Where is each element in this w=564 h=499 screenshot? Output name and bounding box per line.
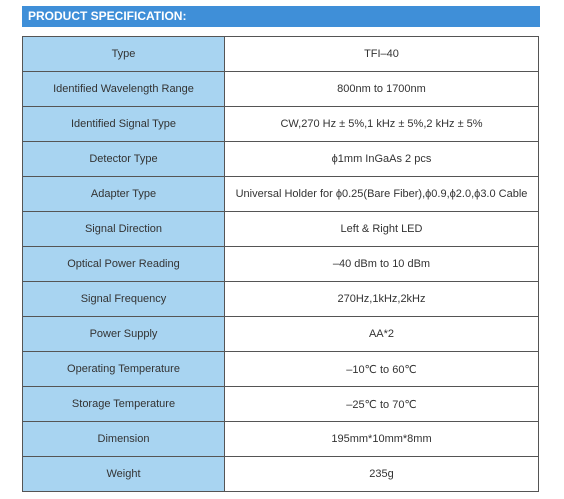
spec-value: 235g xyxy=(224,456,539,492)
spec-row: Adapter Type Universal Holder for ϕ0.25(B… xyxy=(22,176,539,212)
spec-row: Optical Power Reading –40 dBm to 10 dBm xyxy=(22,246,539,282)
spec-value: AA*2 xyxy=(224,316,539,352)
spec-label: Adapter Type xyxy=(22,176,225,212)
spec-table: Type TFI–40 Identified Wavelength Range 800… xyxy=(22,36,539,492)
spec-value: 270Hz,1kHz,2kHz xyxy=(224,281,539,317)
spec-value: –10℃ to 60℃ xyxy=(224,351,539,387)
spec-label: Identified Wavelength Range xyxy=(22,71,225,107)
spec-row: Operating Temperature –10℃ to 60℃ xyxy=(22,351,539,387)
spec-value: –40 dBm to 10 dBm xyxy=(224,246,539,282)
spec-row: Power Supply AA*2 xyxy=(22,316,539,352)
spec-value: 195mm*10mm*8mm xyxy=(224,421,539,457)
spec-value: Universal Holder for ϕ0.25(Bare Fiber),ϕ… xyxy=(224,176,539,212)
spec-label: Type xyxy=(22,36,225,72)
spec-row: Detector Type ϕ1mm InGaAs 2 pcs xyxy=(22,141,539,177)
spec-label: Signal Direction xyxy=(22,211,225,247)
spec-row: Identified Signal Type CW,270 Hz ± 5%,1 k… xyxy=(22,106,539,142)
spec-row: Storage Temperature –25℃ to 70℃ xyxy=(22,386,539,422)
spec-label: Dimension xyxy=(22,421,225,457)
spec-label: Identified Signal Type xyxy=(22,106,225,142)
spec-value: CW,270 Hz ± 5%,1 kHz ± 5%,2 kHz ± 5% xyxy=(224,106,539,142)
spec-label: Detector Type xyxy=(22,141,225,177)
spec-value: ϕ1mm InGaAs 2 pcs xyxy=(224,141,539,177)
spec-row: Dimension 195mm*10mm*8mm xyxy=(22,421,539,457)
spec-label: Operating Temperature xyxy=(22,351,225,387)
spec-label: Optical Power Reading xyxy=(22,246,225,282)
spec-row: Signal Frequency 270Hz,1kHz,2kHz xyxy=(22,281,539,317)
spec-value: –25℃ to 70℃ xyxy=(224,386,539,422)
spec-label: Storage Temperature xyxy=(22,386,225,422)
spec-value: TFI–40 xyxy=(224,36,539,72)
spec-label: Signal Frequency xyxy=(22,281,225,317)
spec-row: Type TFI–40 xyxy=(22,36,539,72)
spec-row: Signal Direction Left & Right LED xyxy=(22,211,539,247)
spec-label: Power Supply xyxy=(22,316,225,352)
section-header: PRODUCT SPECIFICATION: xyxy=(22,6,540,27)
spec-row: Identified Wavelength Range 800nm to 1700… xyxy=(22,71,539,107)
spec-value: 800nm to 1700nm xyxy=(224,71,539,107)
spec-row: Weight 235g xyxy=(22,456,539,492)
spec-value: Left & Right LED xyxy=(224,211,539,247)
spec-label: Weight xyxy=(22,456,225,492)
